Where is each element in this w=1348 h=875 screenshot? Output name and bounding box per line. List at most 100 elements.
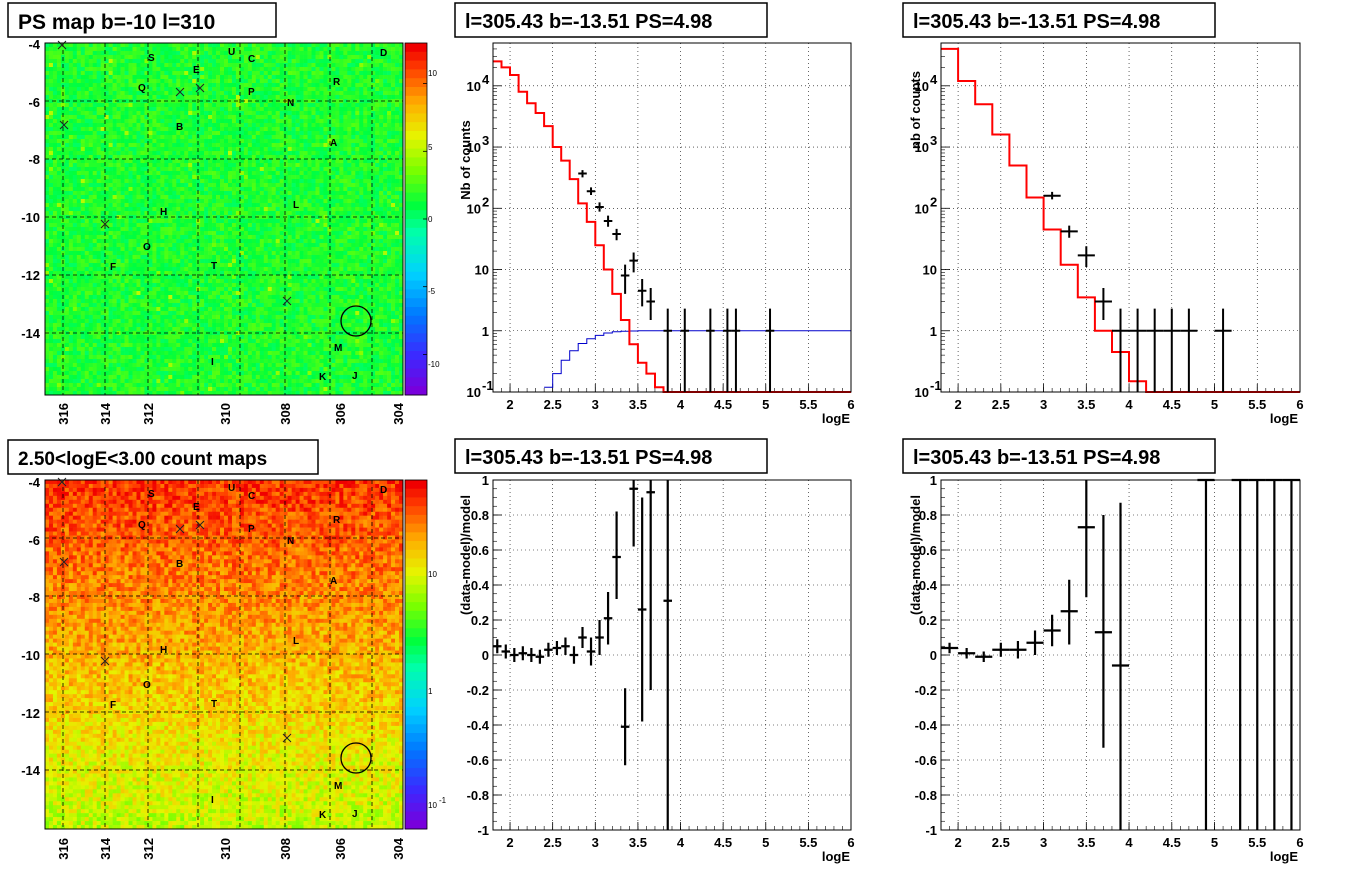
heatmap-cell [295,131,300,136]
heatmap-cell [375,251,380,256]
heatmap-cell [231,179,237,184]
heatmap-cell [104,227,109,232]
heatmap-cell [323,195,328,200]
heatmap-cell [204,87,209,92]
heatmap-cell [323,223,328,228]
heatmap-cell [208,191,213,196]
heatmap-cell [259,167,265,172]
heatmap-cell [92,123,98,128]
heatmap-cell [391,71,396,76]
heatmap-cell [287,47,292,52]
heatmap-cell [391,47,396,52]
heatmap-cell [176,59,181,64]
heatmap-cell [168,75,173,80]
heatmap-cell [224,179,229,184]
heatmap-cell [200,55,205,60]
heatmap-cell [192,107,197,112]
heatmap-cell [200,103,205,108]
heatmap-cell [136,167,141,172]
heatmap-cell [208,103,213,108]
heatmap-cell [52,243,58,248]
heatmap-cell [92,71,98,76]
heatmap-cell [295,119,300,124]
heatmap-cell [267,147,273,152]
heatmap-cell [323,259,328,264]
heatmap-cell [343,207,348,212]
heatmap-cell [263,95,269,100]
heatmap-cell [311,59,316,64]
heatmap-cell [319,207,324,212]
heatmap-cell [283,75,288,80]
heatmap-cell [224,215,229,220]
heatmap-cell [391,195,396,200]
heatmap-cell [224,231,229,236]
heatmap-cell [76,215,82,220]
heatmap-cell [355,67,360,72]
heatmap-cell [120,107,125,112]
heatmap-cell [112,231,117,236]
heatmap-cell [152,167,157,172]
heatmap-cell [220,243,225,248]
heatmap-cell [212,155,217,160]
heatmap-cell [363,135,368,140]
heatmap-cell [379,143,384,148]
heatmap-cell [295,187,300,192]
heatmap-cell [315,51,320,56]
heatmap-cell [96,47,101,52]
heatmap-cell [363,95,368,100]
heatmap-cell [136,183,141,188]
heatmap-cell [92,171,98,176]
heatmap-cell [271,223,277,228]
heatmap-cell [347,187,352,192]
heatmap-cell [387,223,392,228]
heatmap-cell [212,175,217,180]
heatmap-cell [383,239,388,244]
heatmap-cell [180,195,185,200]
heatmap-cell [271,95,277,100]
heatmap-cell [172,175,177,180]
heatmap-cell [64,191,70,196]
heatmap-cell [96,63,101,68]
heatmap-cell [335,63,340,68]
heatmap-cell [64,139,70,144]
heatmap-cell [116,43,121,48]
heatmap-cell [188,111,193,116]
heatmap-cell [180,63,185,68]
heatmap-cell [140,123,145,128]
heatmap-cell [271,51,277,56]
heatmap-cell [395,211,400,216]
heatmap-cell [315,47,320,52]
heatmap-cell [112,239,117,244]
heatmap-cell [347,163,352,168]
heatmap-cell [116,67,121,72]
heatmap-cell [45,135,50,140]
heatmap-cell [235,223,241,228]
heatmap-cell [188,123,193,128]
heatmap-cell [180,147,185,152]
heatmap-cell [80,167,86,172]
heatmap-cell [136,59,141,64]
heatmap-cell [267,95,273,100]
heatmap-cell [45,75,50,80]
heatmap-cell [148,171,153,176]
heatmap-cell [144,47,149,52]
heatmap-cell [371,111,376,116]
heatmap-cell [48,199,54,204]
heatmap-cell [132,59,137,64]
heatmap-cell [235,187,241,192]
heatmap-cell [68,219,74,224]
heatmap-cell [367,183,372,188]
heatmap-cell [48,143,54,148]
heatmap-cell [243,219,249,224]
heatmap-cell [351,155,356,160]
heatmap-cell [291,227,296,232]
heatmap-cell [208,131,213,136]
heatmap-cell [180,151,185,156]
heatmap-cell [323,159,328,164]
heatmap-cell [216,83,221,88]
heatmap-cell [295,43,300,48]
heatmap-cell [144,195,149,200]
heatmap-cell [319,67,324,72]
heatmap-cell [319,43,324,48]
heatmap-cell [96,171,101,176]
